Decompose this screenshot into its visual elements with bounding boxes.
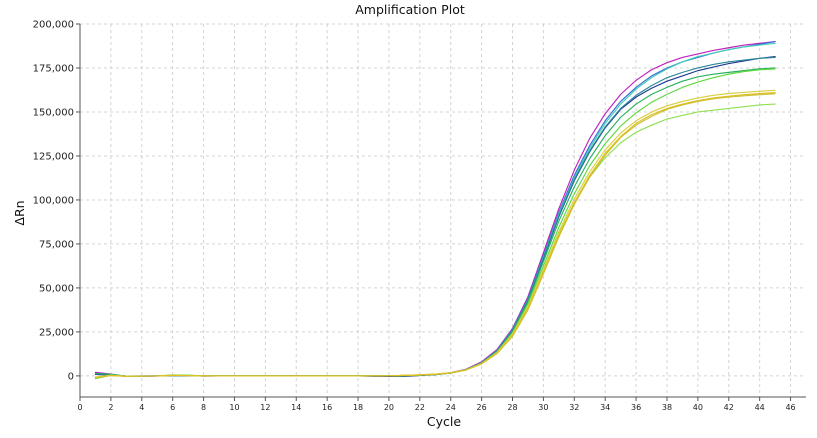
x-tick-label: 30 xyxy=(538,403,548,412)
series-line-6 xyxy=(94,67,776,377)
grid-layer xyxy=(80,23,806,397)
x-tick-label: 2 xyxy=(108,403,113,412)
x-axis-label: Cycle xyxy=(427,414,461,429)
x-tick-label: 40 xyxy=(693,403,703,412)
series-layer xyxy=(94,41,776,380)
x-tick-label: 0 xyxy=(77,403,82,412)
x-tick-label: 34 xyxy=(600,403,610,412)
y-tick-label: 150,000 xyxy=(33,107,74,118)
x-tick-label: 36 xyxy=(631,403,641,412)
x-tick-label: 8 xyxy=(201,403,206,412)
x-tick-label: 14 xyxy=(291,403,301,412)
x-tick-label: 46 xyxy=(785,403,795,412)
y-tick-label: 75,000 xyxy=(39,239,74,250)
x-tick-label: 12 xyxy=(260,403,270,412)
y-tick-label: 25,000 xyxy=(39,327,74,338)
y-tick-label: 200,000 xyxy=(33,20,74,31)
series-line-3 xyxy=(94,42,776,377)
y-tick-label: 50,000 xyxy=(39,283,74,294)
x-tick-label: 16 xyxy=(322,403,332,412)
x-tick-label: 44 xyxy=(755,403,765,412)
x-tick-label: 24 xyxy=(446,403,456,412)
x-tick-label: 32 xyxy=(569,403,579,412)
x-tick-label: 20 xyxy=(384,403,394,412)
x-tick-label: 26 xyxy=(477,403,487,412)
chart-title: Amplification Plot xyxy=(355,2,465,17)
axis-layer: 0 2 4 6 8 10 12 14 16 18 20 22 24 26 28 30 32 34 36 38 40 42 4… xyxy=(33,20,806,412)
series-line-11 xyxy=(94,92,776,379)
x-tick-label: 18 xyxy=(353,403,363,412)
x-tick-label: 10 xyxy=(229,403,239,412)
series-line-9 xyxy=(94,89,776,378)
y-tick-label: 0 xyxy=(68,371,74,382)
series-line-10 xyxy=(94,93,776,379)
x-tick-label: 22 xyxy=(415,403,425,412)
x-tick-label: 4 xyxy=(139,403,144,412)
y-tick-label: 100,000 xyxy=(33,195,74,206)
y-axis-label: ΔRn xyxy=(12,200,27,225)
series-line-5 xyxy=(94,56,776,377)
x-tick-label: 6 xyxy=(170,403,175,412)
x-tick-label: 38 xyxy=(662,403,672,412)
x-tick-label: 28 xyxy=(507,403,517,412)
y-tick-label: 175,000 xyxy=(33,63,74,74)
x-tick-label: 42 xyxy=(724,403,734,412)
y-tick-label: 125,000 xyxy=(33,151,74,162)
series-line-8 xyxy=(94,103,776,378)
